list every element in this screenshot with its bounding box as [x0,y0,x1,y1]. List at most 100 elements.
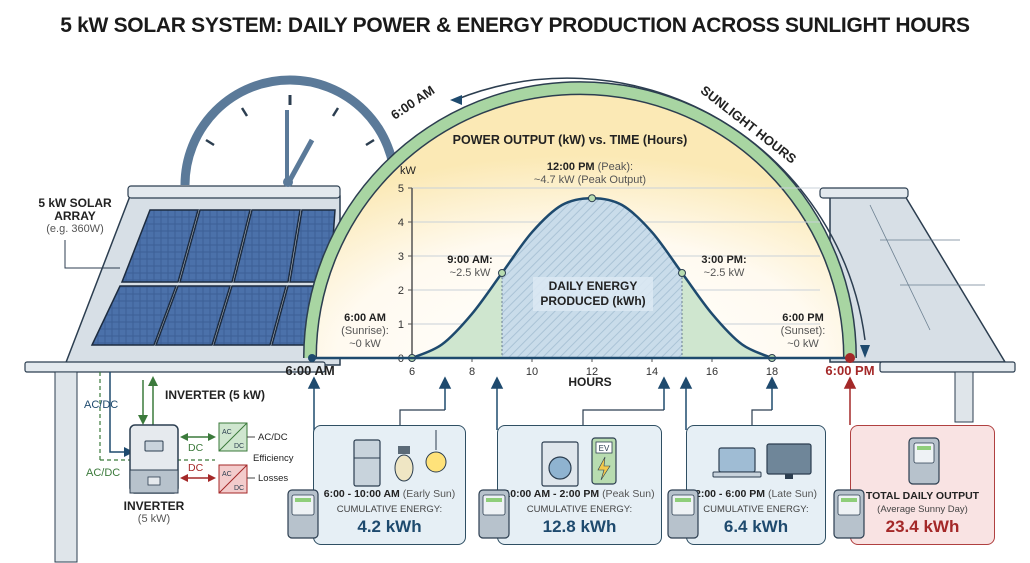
annotation-peak-value: ~4.7 kW (Peak Output) [533,174,647,186]
ac-dc-losses-icon [218,464,255,494]
acdc-top-label: AC/DC [84,399,119,411]
card-peak-period-note: (Peak Sun) [602,488,655,500]
laptop-icon [712,447,762,478]
page-title: 5 kW SOLAR SYSTEM: DAILY POWER & ENERGY … [60,14,970,37]
svg-text:14: 14 [646,366,658,378]
energy-card-peak: EV 10:00 AM - 2:00 PM (Peak Sun) CUMULAT… [497,425,662,545]
svg-text:4: 4 [398,217,404,229]
annotation-sunrise-value: ~0 kW [349,338,381,350]
ev-charger-icon: EV [591,437,617,485]
svg-text:10: 10 [526,366,538,378]
annotation-peak-time: 12:00 PM [546,161,595,173]
card-peak-period: 10:00 AM - 2:00 PM (Peak Sun) [498,488,661,501]
inverter-bottom-line2: (5 kW) [137,513,171,525]
light-bulb-icon [425,430,447,473]
cfl-bulb-icon [394,446,414,482]
efficiency-label-line2: Efficiency [253,453,294,464]
annotation-peak-note: (Peak): [597,161,634,173]
card-late-period-time: 2:00 - 6:00 PM [695,488,766,500]
svg-text:2: 2 [398,285,404,297]
start-marker [308,354,316,362]
annotation-sunset-note: (Sunset): [780,325,826,337]
card-early-label: CUMULATIVE ENERGY: [336,504,443,515]
card-peak-period-time: 10:00 AM - 2:00 PM [504,488,600,500]
card-peak-value: 12.8 kWh [542,517,617,536]
inverter-icon [129,424,179,494]
acdc-bottom-label: AC/DC [86,467,121,479]
daily-energy-line1: DAILY ENERGY [548,279,638,293]
left-time-label: 6:00 AM [285,363,335,378]
dc-red-label: DC [188,462,204,474]
array-label: 5 kW SOLAR ARRAY (e.g. 360W) [20,197,130,236]
annotation-sunrise-time: 6:00 AM [344,312,386,324]
x-axis-label: HOURS [568,375,612,389]
total-subtitle: (Average Sunny Day) [877,504,968,515]
losses-label: Losses [258,473,289,484]
annotation-9am: 9:00 AM: ~2.5 kW [440,254,500,280]
total-title: TOTAL DAILY OUTPUT [865,490,980,502]
fridge-icon [353,439,381,487]
annotation-3pm-time: 3:00 PM: [701,254,747,266]
inverter-bottom-label: INVERTER (5 kW) [119,500,189,526]
daily-energy-label: DAILY ENERGY PRODUCED (kWh) [533,277,653,311]
annotation-9am-value: ~2.5 kW [449,267,491,279]
card-late-value: 6.4 kWh [723,517,789,536]
svg-text:18: 18 [766,366,778,378]
clock-icon [180,75,400,187]
monitor-icon [766,443,812,479]
inverter-wiring [99,372,216,482]
svg-text:3: 3 [398,251,404,263]
array-leader-line [64,240,120,269]
card-late-label: CUMULATIVE ENERGY: [703,504,809,515]
annotation-sunset: 6:00 PM (Sunset): ~0 kW [768,312,838,351]
card-early-icons [353,430,447,487]
card-late-period-note: (Late Sun) [767,488,817,500]
right-time-label: 6:00 PM [825,363,875,378]
right-roof [819,187,1016,423]
kwh-meter-icon [908,437,940,485]
timeline-arrows [307,376,779,455]
energy-card-early: 6:00 - 10:00 AM (Early Sun) CUMULATIVE E… [313,425,466,545]
annotation-peak: 12:00 PM (Peak): ~4.7 kW (Peak Output) [500,161,680,187]
total-arrow [843,376,857,425]
total-value: 23.4 kWh [885,517,960,536]
card-early-period-time: 6:00 - 10:00 AM [323,488,400,500]
card-early-period: 6:00 - 10:00 AM (Early Sun) [314,488,465,501]
annotation-9am-time: 9:00 AM: [447,254,493,266]
annotation-3pm: 3:00 PM: ~2.5 kW [694,254,754,280]
dc-green-label: DC [188,442,204,454]
annotation-sunset-time: 6:00 PM [782,312,824,324]
svg-text:8: 8 [469,366,475,378]
inverter-bottom-line1: INVERTER [123,499,185,513]
chart-title: POWER OUTPUT (kW) vs. TIME (Hours) [452,133,688,147]
total-meter-icon-wrap [908,437,940,485]
annotation-3pm-value: ~2.5 kW [703,267,745,279]
svg-text:6: 6 [409,366,415,378]
svg-text:12: 12 [586,366,598,378]
total-output-card: TOTAL DAILY OUTPUT (Average Sunny Day) 2… [850,425,995,545]
card-early-period-note: (Early Sun) [402,488,456,500]
ev-label: EV [599,444,610,453]
annotation-sunrise-note: (Sunrise): [341,325,389,337]
card-late-icons [712,443,812,479]
card-peak-label: CUMULATIVE ENERGY: [526,504,633,515]
annotation-sunset-value: ~0 kW [787,338,819,350]
washing-machine-icon [541,441,579,487]
svg-text:5: 5 [398,183,404,195]
array-subtitle: (e.g. 360W) [46,223,104,235]
y-axis-label: kW [400,165,416,177]
array-title-line2: ARRAY [54,209,96,223]
card-early-value: 4.2 kWh [357,517,422,536]
daily-energy-line2: PRODUCED (kWh) [540,294,646,308]
annotation-sunrise: 6:00 AM (Sunrise): ~0 kW [330,312,400,351]
card-peak-icons: EV [541,437,617,487]
ac-dc-efficiency-icon [218,422,255,452]
efficiency-label: AC/DC [258,431,288,444]
energy-card-late: 2:00 - 6:00 PM (Late Sun) CUMULATIVE ENE… [686,425,826,545]
solar-panel-array [90,209,336,346]
efficiency-label-line1: AC/DC [258,432,288,443]
array-title-line1: 5 kW SOLAR [38,196,112,210]
svg-text:1: 1 [398,319,404,331]
card-late-period: 2:00 - 6:00 PM (Late Sun) [687,488,825,501]
